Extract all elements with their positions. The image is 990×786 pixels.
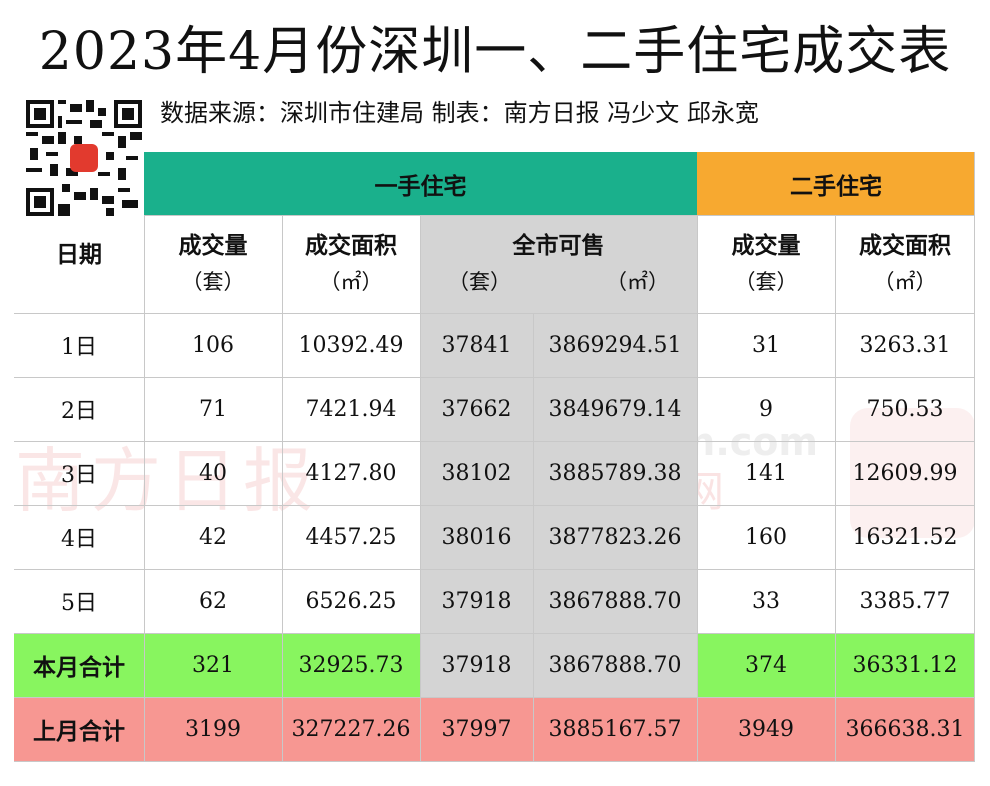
grid-line bbox=[14, 377, 975, 378]
grid-line bbox=[14, 697, 975, 698]
first-area: 6526.25 bbox=[305, 588, 397, 614]
row-date: 1日 bbox=[61, 335, 97, 360]
group-header-second-hand: 二手住宅 bbox=[697, 152, 975, 215]
available-sets: 38102 bbox=[420, 441, 533, 505]
column-header-area: 成交面积 （㎡） bbox=[305, 233, 397, 294]
second-volume: 9 bbox=[759, 396, 773, 422]
first-area: 327227.26 bbox=[282, 697, 420, 761]
grid-line bbox=[14, 313, 975, 314]
second-volume: 160 bbox=[745, 524, 787, 550]
row-date: 2日 bbox=[61, 399, 97, 424]
available-sets: 37918 bbox=[420, 633, 533, 697]
row-date: 上月合计 bbox=[14, 697, 144, 761]
grid-line bbox=[533, 313, 534, 761]
column-header-volume-second: 成交量 （套） bbox=[731, 233, 801, 294]
grid-line bbox=[282, 215, 283, 761]
first-area: 4457.25 bbox=[305, 524, 397, 550]
first-area: 32925.73 bbox=[282, 633, 420, 697]
column-header-area-second: 成交面积 （㎡） bbox=[859, 233, 951, 294]
available-area: 3867888.70 bbox=[533, 633, 697, 697]
row-date: 本月合计 bbox=[14, 633, 144, 697]
grid-line bbox=[14, 441, 975, 442]
grid-line bbox=[14, 633, 975, 634]
page-title: 2023年4月份深圳一、二手住宅成交表 bbox=[38, 22, 952, 82]
available-sets: 37841 bbox=[420, 313, 533, 377]
second-area: 3385.77 bbox=[859, 588, 951, 614]
grid-line bbox=[835, 215, 836, 761]
available-area: 3885167.57 bbox=[533, 697, 697, 761]
first-area: 10392.49 bbox=[298, 332, 404, 358]
available-area: 3867888.70 bbox=[533, 569, 697, 633]
second-volume: 31 bbox=[752, 332, 780, 358]
row-date: 5日 bbox=[61, 591, 97, 616]
available-sets: 38016 bbox=[420, 505, 533, 569]
row-date: 4日 bbox=[61, 527, 97, 552]
second-area: 12609.99 bbox=[852, 460, 958, 486]
grid-line bbox=[697, 215, 698, 761]
first-volume: 42 bbox=[199, 524, 227, 550]
second-volume: 33 bbox=[752, 588, 780, 614]
data-source-note: 数据来源：深圳市住建局 制表：南方日报 冯少文 邱永宽 bbox=[160, 99, 759, 127]
first-volume: 321 bbox=[144, 633, 282, 697]
second-area: 750.53 bbox=[866, 396, 944, 422]
row-date: 3日 bbox=[61, 463, 97, 488]
grid-line bbox=[14, 505, 975, 506]
qr-code-icon bbox=[26, 100, 142, 216]
grid-line bbox=[144, 215, 145, 761]
second-area: 366638.31 bbox=[835, 697, 975, 761]
available-area: 3877823.26 bbox=[533, 505, 697, 569]
group-header-first-hand: 一手住宅 bbox=[144, 152, 697, 215]
first-area: 7421.94 bbox=[305, 396, 397, 422]
first-volume: 3199 bbox=[144, 697, 282, 761]
grid-line bbox=[14, 761, 975, 762]
first-area: 4127.80 bbox=[305, 460, 397, 486]
first-volume: 62 bbox=[199, 588, 227, 614]
first-volume: 106 bbox=[192, 332, 234, 358]
grid-line bbox=[974, 152, 975, 761]
column-header-volume: 成交量 （套） bbox=[178, 233, 248, 294]
available-sets: 37918 bbox=[420, 569, 533, 633]
second-volume: 3949 bbox=[697, 697, 835, 761]
second-volume: 141 bbox=[745, 460, 787, 486]
available-sets: 37662 bbox=[420, 377, 533, 441]
available-sets: 37997 bbox=[420, 697, 533, 761]
grid-line bbox=[420, 215, 421, 761]
grid-line bbox=[14, 569, 975, 570]
available-area: 3885789.38 bbox=[533, 441, 697, 505]
grid-line bbox=[144, 215, 975, 216]
available-area: 3849679.14 bbox=[533, 377, 697, 441]
first-volume: 71 bbox=[199, 396, 227, 422]
second-area: 36331.12 bbox=[835, 633, 975, 697]
column-header-available: 全市可售 （套） （㎡） bbox=[420, 215, 697, 313]
available-area: 3869294.51 bbox=[533, 313, 697, 377]
second-volume: 374 bbox=[697, 633, 835, 697]
second-area: 3263.31 bbox=[859, 332, 951, 358]
first-volume: 40 bbox=[199, 460, 227, 486]
second-area: 16321.52 bbox=[852, 524, 958, 550]
column-header-date: 日期 bbox=[56, 242, 102, 268]
